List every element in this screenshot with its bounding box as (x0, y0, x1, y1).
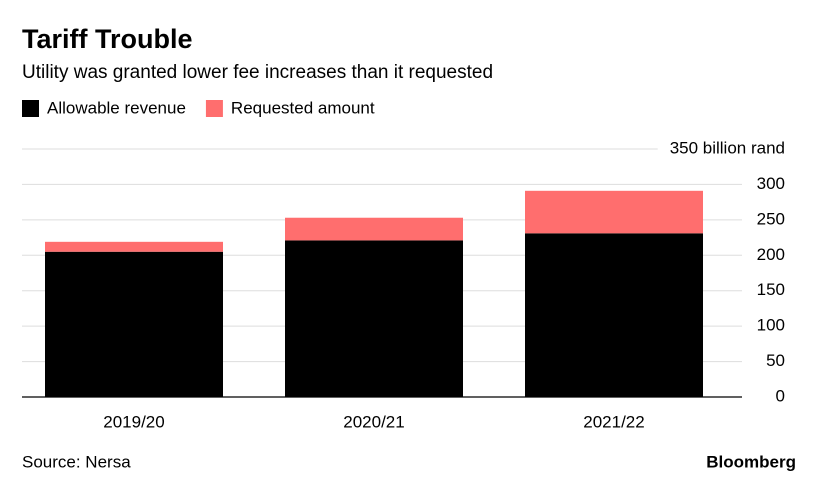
x-tick-label: 2021/22 (583, 412, 644, 431)
y-tick-label: 350 billion rand (670, 138, 785, 157)
legend-label: Requested amount (231, 98, 375, 117)
y-tick-label: 200 (757, 245, 785, 264)
y-tick-label: 250 (757, 209, 785, 228)
source: Source: Nersa (22, 452, 131, 471)
bar-segment (525, 190, 703, 234)
chart-title: Tariff Trouble (22, 24, 193, 54)
y-tick-label: 300 (757, 174, 785, 193)
bar-segment (285, 240, 463, 397)
y-tick-label: 100 (757, 316, 785, 335)
x-tick-label: 2020/21 (343, 412, 404, 431)
legend-swatch (22, 100, 39, 117)
y-tick-label: 50 (766, 351, 785, 370)
bar-segment (45, 251, 223, 397)
legend-label: Allowable revenue (47, 98, 186, 117)
y-tick-label: 150 (757, 280, 785, 299)
bar-segment (285, 217, 463, 241)
y-tick-label: 0 (776, 386, 785, 405)
brand: Bloomberg (706, 452, 796, 471)
chart-subtitle: Utility was granted lower fee increases … (22, 62, 493, 83)
legend-swatch (205, 100, 223, 117)
bar-segment (525, 233, 703, 397)
x-tick-label: 2019/20 (103, 412, 164, 431)
bar-segment (45, 241, 223, 252)
